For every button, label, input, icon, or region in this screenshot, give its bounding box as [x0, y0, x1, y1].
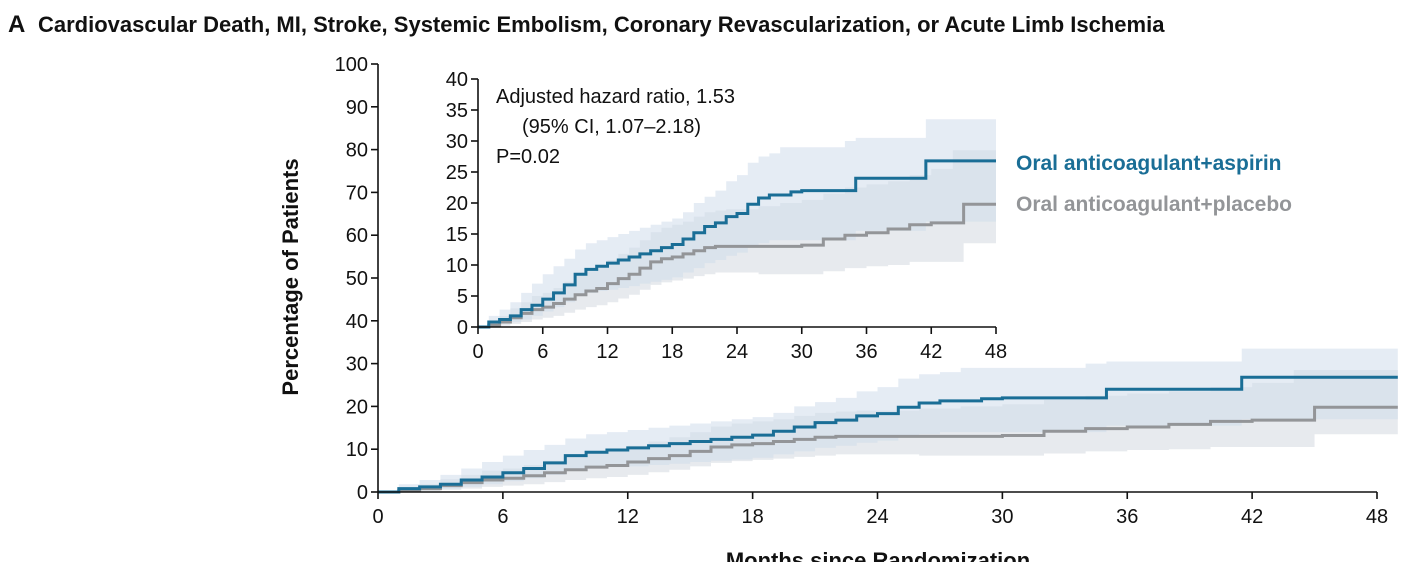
inset-y-tick-label: 10	[446, 255, 468, 277]
main-aspirin-ci-band	[378, 348, 1398, 492]
main-y-tick-label: 30	[346, 354, 368, 376]
inset-x-tick-label: 42	[920, 341, 942, 363]
legend-placebo: Oral anticoagulant+placebo	[1016, 193, 1292, 216]
inset-placebo-line	[478, 202, 996, 329]
y-axis-label: Percentage of Patients	[278, 158, 303, 395]
inset-x-tick-label: 36	[855, 341, 877, 363]
inset-aspirin-line	[478, 159, 996, 329]
main-y-tick-label: 80	[346, 140, 368, 162]
main-x-tick-label: 48	[1366, 506, 1388, 528]
main-y-tick-label: 100	[335, 54, 368, 76]
main-survival-curves	[378, 375, 1398, 494]
inset-x-tick-label: 0	[472, 341, 483, 363]
inset-x-tick-label: 48	[985, 341, 1007, 363]
main-y-tick-label: 0	[357, 482, 368, 504]
inset-annotation-ci: (95% CI, 1.07–2.18)	[522, 116, 701, 138]
main-x-tick-label: 6	[497, 506, 508, 528]
main-x-tick-label: 12	[617, 506, 639, 528]
main-y-tick-label: 50	[346, 268, 368, 290]
inset-y-tick-label: 0	[457, 317, 468, 339]
inset-x-tick-label: 18	[661, 341, 683, 363]
main-y-tick-label: 70	[346, 182, 368, 204]
inset-annotation-p: P=0.02	[496, 146, 560, 168]
main-aspirin-line	[378, 375, 1398, 494]
inset-survival-curves	[478, 159, 996, 329]
inset-aspirin-ci-band	[478, 119, 996, 327]
inset-y-tick-label: 35	[446, 100, 468, 122]
inset-y-tick-label: 30	[446, 131, 468, 153]
panel-label: A	[8, 11, 25, 38]
main-y-tick-label: 10	[346, 439, 368, 461]
inset-x-tick-label: 30	[791, 341, 813, 363]
main-x-tick-label: 24	[866, 506, 888, 528]
inset-x-tick-label: 12	[596, 341, 618, 363]
main-x-tick-label: 36	[1116, 506, 1138, 528]
inset-y-tick-label: 5	[457, 286, 468, 308]
inset-y-tick-label: 15	[446, 224, 468, 246]
inset-y-tick-label: 40	[446, 69, 468, 91]
main-x-tick-label: 30	[991, 506, 1013, 528]
main-x-tick-label: 0	[372, 506, 383, 528]
legend-aspirin: Oral anticoagulant+aspirin	[1016, 152, 1281, 175]
chart-title: Cardiovascular Death, MI, Stroke, System…	[38, 12, 1165, 37]
main-x-tick-label: 18	[742, 506, 764, 528]
inset-x-tick-label: 6	[537, 341, 548, 363]
main-y-tick-label: 60	[346, 225, 368, 247]
inset-y-tick-label: 20	[446, 193, 468, 215]
inset-x-tick-label: 24	[726, 341, 748, 363]
inset-annotation-hr: Adjusted hazard ratio, 1.53	[496, 86, 735, 108]
x-axis-label: Months since Randomization	[726, 548, 1030, 562]
inset-y-tick-label: 25	[446, 162, 468, 184]
main-y-tick-label: 90	[346, 97, 368, 119]
inset-axes: 0 5 10 15 20 25 30 35 40 0 6 12 18 24 30 36 42 48	[446, 69, 1007, 363]
main-y-tick-label: 40	[346, 311, 368, 333]
main-x-tick-label: 42	[1241, 506, 1263, 528]
main-placebo-line	[378, 405, 1398, 494]
main-y-tick-label: 20	[346, 396, 368, 418]
